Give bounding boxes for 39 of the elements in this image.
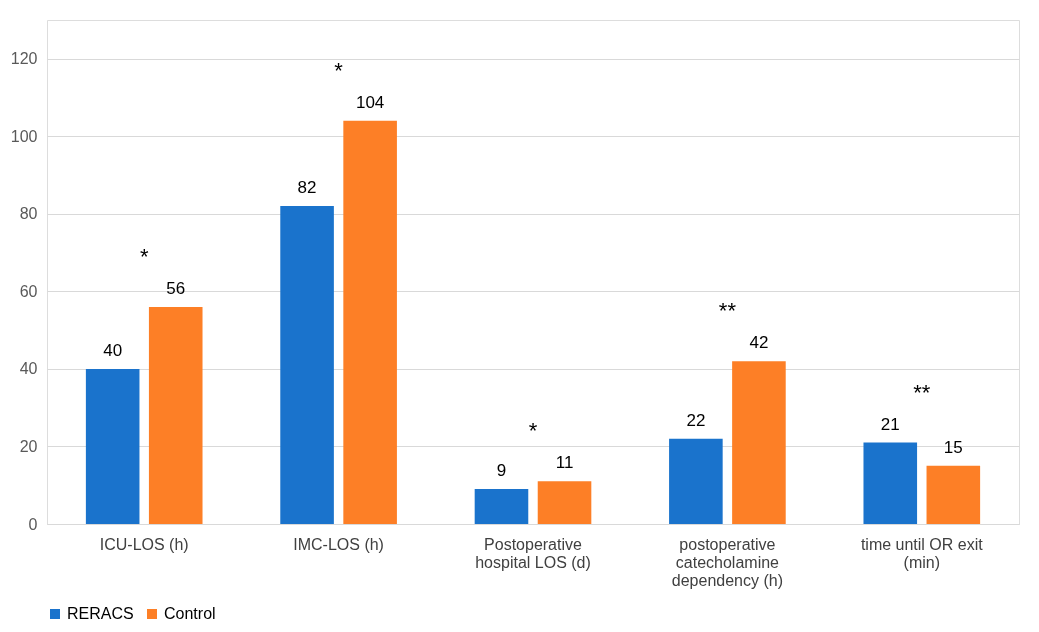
y-tick-label: 20 <box>19 437 38 455</box>
data-label: 42 <box>749 333 769 353</box>
legend-label: Control <box>164 605 216 622</box>
bar <box>926 465 981 524</box>
y-tick-label: 80 <box>19 205 38 223</box>
data-label: 104 <box>355 92 385 112</box>
bar <box>474 489 529 524</box>
data-label: 56 <box>166 278 186 298</box>
annotation: ** <box>718 298 737 324</box>
bar <box>280 206 334 524</box>
y-tick-label: 0 <box>28 515 38 533</box>
data-label: 22 <box>686 410 706 430</box>
x-tick-label: ICU-LOS (h) <box>99 535 189 553</box>
x-tick-label: IMC-LOS (h) <box>293 535 384 553</box>
data-label: 21 <box>880 414 900 434</box>
bar <box>537 481 592 524</box>
annotation: * <box>528 418 538 444</box>
data-label: 9 <box>496 461 507 481</box>
x-tick-label: postoperative catecholamine dependency (h) <box>671 535 783 589</box>
x-tick-label: time until OR exit (min) <box>860 535 984 571</box>
bar <box>343 120 397 524</box>
data-label: 40 <box>103 340 123 360</box>
bar <box>85 368 140 524</box>
data-label: 15 <box>943 437 963 457</box>
y-tick-label: 40 <box>19 360 38 378</box>
annotation: ** <box>913 379 931 405</box>
annotation: * <box>334 57 344 83</box>
y-tick-label: 100 <box>10 127 38 145</box>
bar <box>863 442 918 524</box>
data-label: 11 <box>555 453 574 473</box>
bar <box>669 438 723 524</box>
data-label: 82 <box>297 178 317 198</box>
legend-label: RERACS <box>67 605 134 622</box>
bar <box>732 361 786 524</box>
y-tick-label: 120 <box>10 50 38 68</box>
bar <box>148 306 203 524</box>
x-tick-label: Postoperative hospital LOS (d) <box>475 535 591 571</box>
y-tick-label: 60 <box>19 282 38 300</box>
annotation: * <box>139 243 149 269</box>
